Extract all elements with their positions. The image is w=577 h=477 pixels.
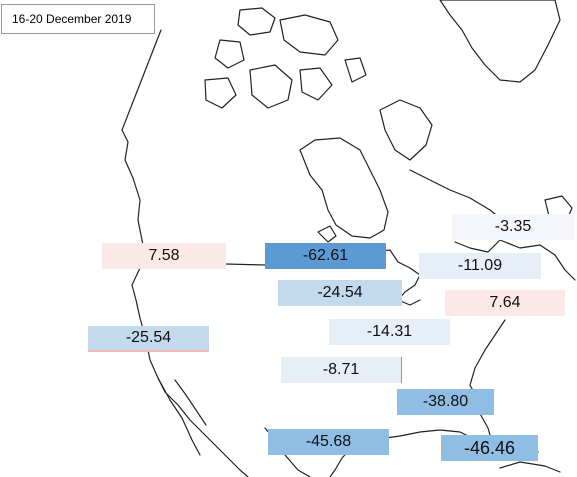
baffin-labrador: [379, 99, 433, 161]
date-label: 16-20 December 2019: [1, 4, 155, 34]
east-coastline: [469, 319, 506, 401]
region-value: -45.68: [268, 429, 389, 455]
region-value: 7.58: [102, 243, 226, 269]
cuba: [499, 461, 561, 473]
region-value: -3.35: [452, 214, 574, 240]
region-value: -46.46: [441, 435, 538, 461]
region-value: -11.09: [419, 253, 541, 279]
region-value: -62.61: [265, 243, 386, 269]
region-value: 7.64: [445, 290, 565, 316]
baja-coastline: [157, 377, 201, 456]
region-value: -25.54: [88, 326, 209, 352]
arctic-islands: [237, 7, 276, 36]
alaska-canada-border: [121, 29, 162, 131]
region-value: -38.80: [397, 389, 494, 415]
hudson-bay: [299, 137, 389, 239]
greenland: [439, 0, 561, 83]
region-value: -8.71: [281, 357, 402, 383]
region-value: -24.54: [278, 280, 402, 306]
maritimes-coastline: [499, 239, 576, 281]
region-value: -14.31: [329, 319, 450, 345]
